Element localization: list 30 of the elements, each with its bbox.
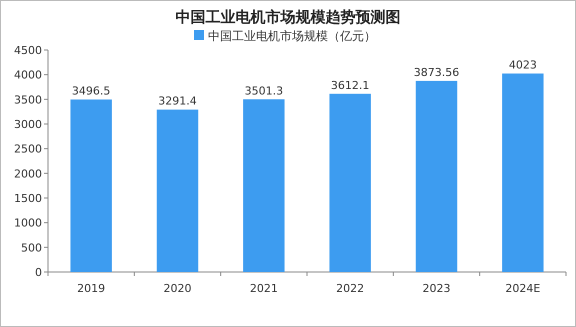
- data-label: 4023: [508, 58, 537, 72]
- data-label: 3496.5: [72, 84, 110, 98]
- bar: [502, 74, 544, 272]
- bar: [416, 80, 458, 272]
- y-tick-label: 4500: [14, 44, 42, 57]
- data-label: 3873.56: [414, 66, 460, 79]
- x-tick-label: 2024E: [505, 282, 540, 295]
- x-tick-label: 2019: [77, 282, 106, 295]
- y-tick-label: 3000: [14, 118, 42, 131]
- x-tick-label: 2020: [164, 282, 192, 295]
- y-tick-label: 2500: [14, 142, 42, 156]
- y-tick-label: 1000: [14, 216, 42, 230]
- bar: [243, 99, 285, 272]
- bar: [156, 110, 198, 272]
- legend-label: 中国工业电机市场规模（亿元）: [208, 29, 376, 43]
- y-tick-label: 500: [21, 241, 42, 254]
- chart-title: 中国工业电机市场规模趋势预测图: [176, 8, 400, 26]
- bar: [70, 100, 112, 272]
- x-tick-label: 2021: [250, 282, 278, 295]
- data-label: 3291.4: [158, 94, 197, 108]
- data-label: 3612.1: [330, 78, 370, 92]
- y-tick-label: 0: [35, 266, 42, 279]
- y-tick-label: 2000: [14, 167, 42, 180]
- bar: [329, 94, 371, 272]
- data-label: 3501.3: [244, 84, 284, 98]
- x-tick-label: 2023: [422, 282, 450, 295]
- y-tick-label: 1500: [14, 192, 42, 205]
- x-tick-label: 2022: [336, 282, 364, 295]
- y-tick-label: 4000: [14, 68, 42, 82]
- y-tick-label: 3500: [14, 93, 42, 106]
